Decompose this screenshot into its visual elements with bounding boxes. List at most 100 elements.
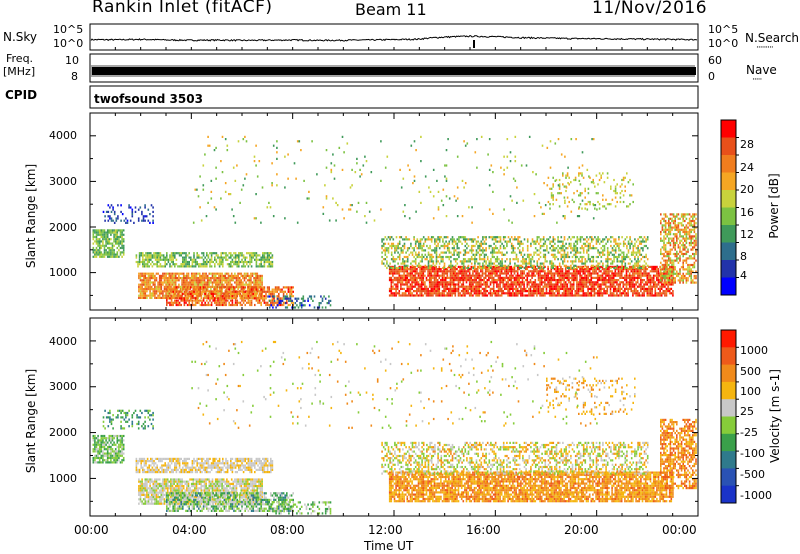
power-cell-5 — [555, 285, 557, 288]
power-cell-5 — [596, 283, 599, 286]
power-cell-3 — [190, 286, 192, 289]
power-cell-4 — [289, 297, 292, 300]
power-cell-2 — [237, 281, 239, 284]
power-cell-2 — [157, 294, 159, 297]
power-cell-2 — [208, 277, 211, 280]
power-cell-5 — [420, 276, 423, 279]
power-cell-3 — [201, 299, 203, 302]
power-cell-6 — [448, 242, 451, 245]
power-cell-5 — [598, 285, 601, 288]
power-cell-5 — [388, 290, 391, 293]
power-cell-6 — [419, 260, 422, 263]
power-cell-1 — [249, 260, 251, 264]
power-cell-5 — [574, 294, 577, 297]
power-cell-5 — [457, 274, 460, 277]
power-cell-5 — [593, 276, 596, 279]
power-cell-6 — [499, 236, 502, 239]
power-cell-5 — [556, 274, 559, 277]
power-cell-3 — [167, 288, 170, 291]
power-cell-2 — [205, 272, 207, 275]
power-cell-5 — [556, 281, 559, 284]
power-cell-6 — [454, 260, 457, 263]
power-cell-6 — [534, 251, 537, 254]
power-cell-6 — [435, 260, 438, 263]
power-cell-5 — [454, 270, 457, 273]
power-cell-3 — [252, 295, 254, 298]
power-cell-6 — [464, 244, 467, 248]
power-cell-2 — [165, 281, 167, 284]
power-cell-5 — [454, 283, 457, 286]
power-cell-6 — [430, 240, 433, 243]
power-cell-5 — [560, 281, 562, 284]
power-cell-5 — [428, 270, 431, 273]
power-cell-5 — [404, 294, 407, 297]
power-cell-3 — [196, 292, 198, 296]
power-cell-5 — [518, 274, 521, 277]
power-cell-5 — [521, 283, 524, 286]
power-cell-5 — [448, 287, 450, 290]
power-cell-1 — [233, 263, 235, 266]
power-cell-5 — [390, 285, 393, 288]
power-cell-3 — [193, 288, 195, 291]
power-cell-6 — [509, 240, 511, 243]
power-cell-5 — [406, 287, 409, 290]
power-cell-5 — [432, 294, 434, 297]
power-cell-3 — [178, 301, 181, 304]
power-cell-2 — [139, 292, 142, 295]
power-cell-5 — [582, 294, 585, 297]
power-cell-5 — [457, 283, 460, 286]
power-cell-5 — [582, 272, 585, 275]
power-cell-6 — [474, 238, 476, 241]
power-cell-6 — [445, 244, 447, 248]
power-cell-5 — [652, 265, 655, 268]
power-cell-5 — [640, 281, 642, 284]
power-cell-5 — [395, 283, 397, 286]
power-cell-3 — [199, 299, 202, 302]
power-cell-1 — [214, 265, 216, 268]
power-cell-3 — [262, 290, 264, 293]
power-cell-1 — [236, 263, 238, 266]
power-cell-2 — [221, 277, 223, 280]
power-cell-5 — [465, 285, 468, 288]
power-cell-2 — [150, 288, 153, 291]
power-cell-0 — [114, 233, 117, 236]
power-cell-1 — [204, 256, 206, 259]
power-cell-5 — [459, 265, 461, 268]
power-cell-6 — [533, 253, 535, 256]
power-cell-5 — [502, 279, 505, 282]
power-cell-5 — [449, 283, 452, 286]
power-cell-0 — [94, 240, 96, 243]
power-cell-3 — [202, 290, 205, 293]
power-cell-2 — [163, 281, 166, 284]
power-cell-6 — [472, 244, 475, 248]
power-cell-5 — [526, 283, 529, 286]
power-cell-3 — [230, 303, 232, 307]
power-cell-5 — [603, 270, 605, 273]
power-cell-0 — [121, 235, 123, 239]
power-cell-5 — [560, 276, 562, 279]
power-cell-1 — [156, 258, 158, 261]
power-cell-3 — [212, 292, 214, 296]
power-cell-0 — [110, 253, 112, 256]
power-cell-2 — [232, 292, 235, 295]
power-cell-5 — [401, 276, 404, 279]
power-cell-0 — [98, 229, 101, 232]
power-cell-3 — [244, 303, 246, 307]
power-cell-2 — [157, 290, 159, 293]
power-cell-5 — [593, 270, 596, 273]
power-cell-2 — [214, 290, 217, 293]
power-cell-5 — [406, 279, 409, 282]
power-cell-6 — [496, 251, 499, 254]
power-cell-5 — [624, 294, 626, 297]
power-cell-5 — [393, 287, 396, 290]
power-cell-3 — [278, 288, 280, 291]
power-cell-5 — [657, 294, 660, 297]
power-cell-5 — [436, 283, 439, 286]
power-cell-5 — [520, 281, 522, 284]
power-cell-6 — [464, 240, 467, 243]
power-cell-0 — [97, 244, 99, 247]
power-cell-5 — [417, 290, 420, 293]
power-cell-1 — [166, 256, 168, 259]
power-cell-5 — [452, 272, 455, 275]
power-cell-5 — [491, 281, 493, 284]
